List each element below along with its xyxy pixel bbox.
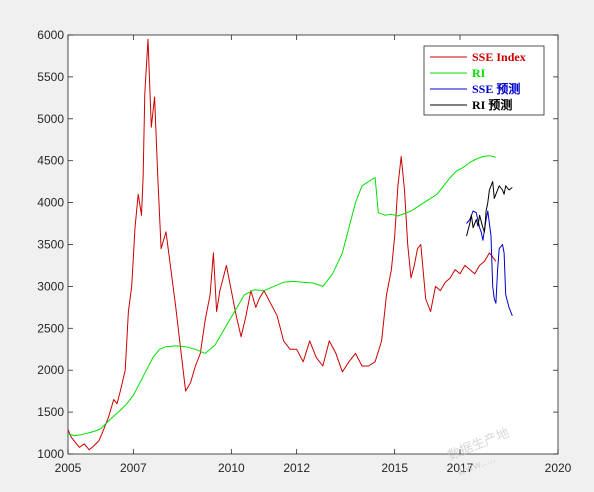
x-tick-label: 2017 (447, 461, 474, 475)
y-tick-label: 1000 (37, 447, 64, 461)
y-axis: 1000 1500 2000 2500 3000 3500 4000 4500 5000 5500… (37, 28, 558, 461)
legend-label: SSE 预测 (472, 81, 520, 96)
series-line-1 (67, 155, 497, 437)
y-tick-label: 5500 (37, 70, 64, 84)
y-tick-label: 2500 (37, 321, 64, 335)
y-tick-label: 4000 (37, 196, 64, 210)
legend-label: SSE Index (472, 50, 526, 64)
y-tick-label: 5000 (37, 112, 64, 126)
x-tick-label: 2010 (218, 461, 245, 475)
legend-label: RI 预测 (472, 97, 512, 112)
y-tick-label: 2000 (37, 363, 64, 377)
x-axis: 2005 2007 2010 2012 2015 2017 2020 (55, 35, 572, 475)
y-tick-label: 1500 (37, 405, 64, 419)
series-line-3 (466, 181, 513, 237)
x-tick-label: 2007 (120, 461, 147, 475)
y-tick-label: 3500 (37, 238, 64, 252)
x-tick-label: 2005 (55, 461, 82, 475)
y-tick-label: 4500 (37, 154, 64, 168)
series-line-0 (67, 38, 497, 451)
series-line-2 (466, 210, 513, 316)
y-tick-label: 6000 (37, 28, 64, 42)
x-tick-label: 2012 (283, 461, 310, 475)
y-tick-label: 3000 (37, 279, 64, 293)
legend-label: RI (472, 66, 486, 80)
series-layer (67, 38, 513, 451)
x-tick-label: 2020 (545, 461, 572, 475)
x-tick-label: 2015 (381, 461, 408, 475)
